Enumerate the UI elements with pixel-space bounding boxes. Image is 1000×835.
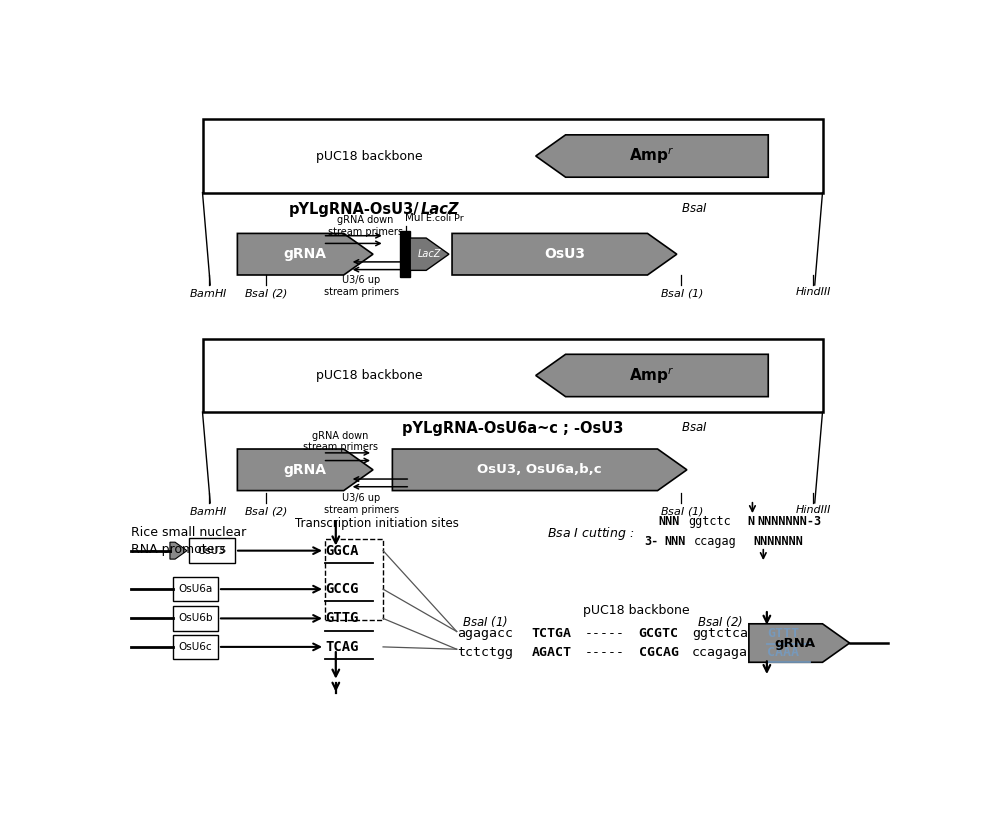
Bar: [173, 577, 218, 601]
Text: -----: -----: [585, 645, 625, 659]
Text: $Bsa$ I cutting :: $Bsa$ I cutting :: [547, 525, 635, 542]
Text: HindIII: HindIII: [796, 287, 831, 297]
Bar: [173, 635, 218, 659]
Polygon shape: [452, 234, 677, 275]
Text: Amp$^r$: Amp$^r$: [629, 146, 675, 166]
Text: OsU6a: OsU6a: [178, 584, 213, 595]
Text: NNN: NNN: [664, 535, 685, 548]
Text: CGCAG: CGCAG: [639, 645, 679, 659]
Text: OsU6c: OsU6c: [179, 642, 212, 652]
Text: $Bsa$I: $Bsa$I: [681, 422, 708, 434]
Text: TCTGA: TCTGA: [532, 627, 572, 640]
Polygon shape: [237, 234, 373, 275]
Bar: [173, 606, 218, 630]
Text: pYLgRNA-OsU6a~c ; -OsU3: pYLgRNA-OsU6a~c ; -OsU3: [402, 422, 623, 437]
Text: ccagag: ccagag: [694, 535, 737, 548]
Text: $Bsa$I (2): $Bsa$I (2): [244, 505, 288, 519]
Polygon shape: [536, 354, 768, 397]
Text: GTTG: GTTG: [325, 611, 358, 625]
Text: NNNNNNN-3: NNNNNNN-3: [757, 515, 822, 528]
Text: LacZ: LacZ: [418, 249, 441, 259]
Text: $Bam$HI: $Bam$HI: [189, 287, 228, 299]
Text: AGACT: AGACT: [532, 645, 572, 659]
Text: MuI: MuI: [405, 214, 423, 224]
Bar: [189, 539, 235, 563]
Text: OsU3, OsU6a,b,c: OsU3, OsU6a,b,c: [477, 463, 602, 476]
Text: -----: -----: [585, 627, 625, 640]
Text: $Bsa$I: $Bsa$I: [681, 202, 708, 215]
Text: CAAA: CAAA: [767, 645, 799, 659]
Text: Rice small nuclear
RNA promoters: Rice small nuclear RNA promoters: [131, 526, 246, 556]
Text: GCGTC: GCGTC: [639, 627, 679, 640]
Text: agagacc: agagacc: [457, 627, 513, 640]
Polygon shape: [170, 542, 187, 559]
Bar: [202, 119, 822, 193]
Text: OsU3: OsU3: [544, 247, 585, 261]
Text: tctctgg: tctctgg: [457, 645, 513, 659]
Text: pUC18 backbone: pUC18 backbone: [316, 369, 422, 382]
Bar: [325, 539, 383, 620]
Polygon shape: [237, 449, 373, 491]
Text: GCCG: GCCG: [325, 582, 358, 596]
Text: LacZ: LacZ: [421, 202, 460, 217]
Polygon shape: [536, 134, 768, 177]
Text: pUC18 backbone: pUC18 backbone: [583, 605, 690, 617]
Text: gRNA down
stream primers: gRNA down stream primers: [328, 215, 403, 236]
Text: $Bsa$I (1): $Bsa$I (1): [462, 614, 508, 629]
Text: U3/6 up
stream primers: U3/6 up stream primers: [324, 275, 399, 296]
Text: TCAG: TCAG: [325, 640, 358, 654]
Text: ggtctca: ggtctca: [692, 627, 748, 640]
Text: ggtctc: ggtctc: [688, 515, 731, 528]
Text: gRNA: gRNA: [283, 463, 326, 477]
Bar: [202, 339, 822, 412]
Text: gRNA: gRNA: [283, 247, 326, 261]
Polygon shape: [392, 449, 687, 491]
Text: GGCA: GGCA: [325, 544, 358, 558]
Text: $Bam$HI: $Bam$HI: [189, 505, 228, 517]
Text: gRNA: gRNA: [775, 636, 816, 650]
Text: Transcription initiation sites: Transcription initiation sites: [295, 517, 459, 530]
Polygon shape: [749, 624, 850, 662]
Text: $Bsa$I (2): $Bsa$I (2): [697, 614, 743, 629]
Bar: [400, 231, 410, 277]
Text: OsU6b: OsU6b: [178, 614, 213, 624]
Text: pUC18 backbone: pUC18 backbone: [316, 149, 422, 163]
Text: 3-: 3-: [644, 535, 658, 548]
Text: NNNNNNN: NNNNNNN: [753, 535, 803, 548]
Polygon shape: [410, 238, 449, 271]
Text: Amp$^r$: Amp$^r$: [629, 366, 675, 386]
Text: OsU3: OsU3: [198, 545, 226, 555]
Text: ccagaga: ccagaga: [692, 645, 748, 659]
Text: $Bsa$I (1): $Bsa$I (1): [660, 287, 703, 301]
Text: gRNA down
stream primers: gRNA down stream primers: [303, 431, 378, 452]
Text: E.coli Pr: E.coli Pr: [426, 215, 463, 224]
Text: NNN: NNN: [658, 515, 680, 528]
Text: pYLgRNA-OsU3/: pYLgRNA-OsU3/: [289, 202, 420, 217]
Text: U3/6 up
stream primers: U3/6 up stream primers: [324, 493, 399, 514]
Text: $Bsa$I (1): $Bsa$I (1): [660, 505, 703, 519]
Text: N: N: [747, 515, 755, 528]
Text: GTTT: GTTT: [767, 627, 799, 640]
Text: $Bsa$I (2): $Bsa$I (2): [244, 287, 288, 301]
Text: HindIII: HindIII: [796, 505, 831, 515]
